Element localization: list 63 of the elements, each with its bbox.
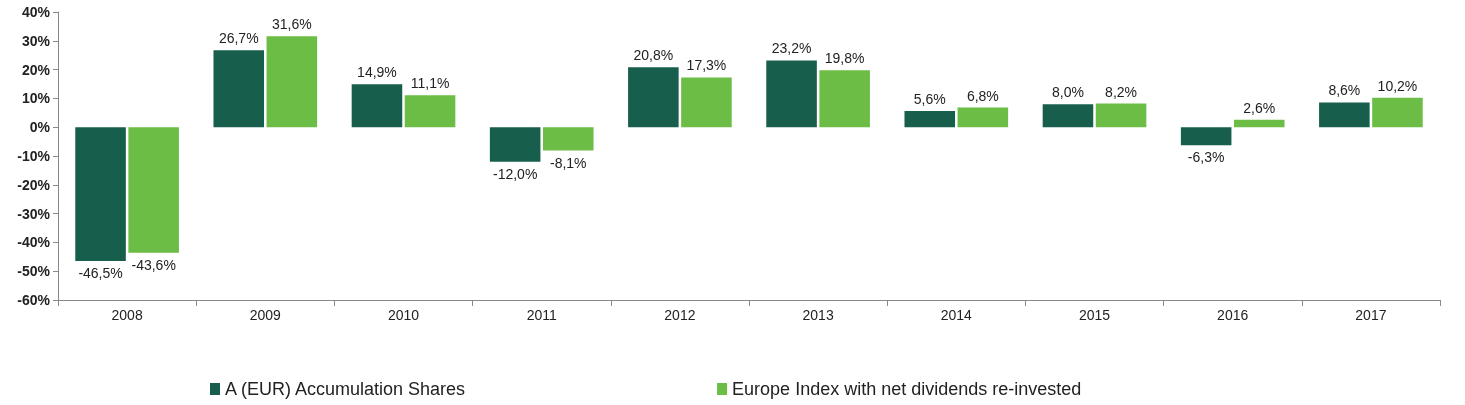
bar [766,60,817,128]
legend-label: A (EUR) Accumulation Shares [225,379,466,399]
x-tick-label: 2009 [249,307,282,323]
bar [628,67,679,128]
y-tick-label: -10% [17,148,51,164]
y-tick-label: 10% [21,90,51,107]
bar [266,36,318,128]
data-label: 31,6% [271,16,312,33]
x-tick-label: 2013 [802,307,834,323]
data-label: 8,2% [1105,83,1138,100]
data-label: 2,6% [1243,99,1276,116]
bar [213,50,265,128]
y-tick-label: 30% [21,32,51,49]
bar [957,107,1009,128]
data-label: 20,8% [633,47,674,64]
x-tick-label: 2015 [1078,307,1111,323]
bar [1180,127,1232,146]
y-tick-label: 0% [29,119,51,136]
bar [819,70,870,128]
data-label: 19,8% [824,50,865,67]
bar [681,77,732,128]
y-tick-label: 20% [21,61,51,78]
data-label: -46,5% [78,265,123,282]
data-label: 23,2% [771,40,812,57]
data-label: 11,1% [410,75,450,92]
data-label: -43,6% [131,256,176,273]
data-label: -12,0% [492,165,538,182]
data-label: 14,9% [357,64,397,81]
bar [1042,104,1094,128]
bar [75,127,126,262]
y-tick-label: -20% [17,176,51,193]
y-tick-label: 40% [21,4,51,20]
x-tick-label: 2010 [387,307,420,323]
bar [404,95,456,128]
data-label: 8,6% [1328,82,1361,99]
x-tick-label: 2016 [1217,307,1249,323]
bar [1372,97,1423,128]
x-tick-label: 2012 [664,307,696,323]
data-label: -6,3% [1187,149,1225,166]
data-label: 8,0% [1051,84,1084,101]
bar [542,127,594,151]
bar [489,127,541,162]
bar [1095,103,1147,128]
x-tick-label: 2008 [111,307,143,323]
bar [351,84,403,128]
bar [1233,119,1285,128]
y-tick-label: -30% [17,205,51,222]
bar [128,127,179,253]
data-label: 6,8% [966,87,999,104]
bar [904,111,956,128]
legend-label: Europe Index with net dividends re-invested [732,379,1082,399]
data-label: 10,2% [1377,77,1418,94]
y-tick-label: -40% [17,234,51,251]
x-tick-label: 2011 [526,307,557,323]
data-label: -8,1% [549,154,587,171]
data-label: 17,3% [686,57,727,74]
x-tick-label: 2014 [940,307,973,323]
x-tick-label: 2017 [1355,307,1387,323]
y-tick-label: -60% [17,292,51,308]
data-label: 26,7% [218,30,259,47]
y-tick-label: -50% [17,263,51,280]
bar [1319,102,1370,128]
data-label: 5,6% [913,91,946,108]
